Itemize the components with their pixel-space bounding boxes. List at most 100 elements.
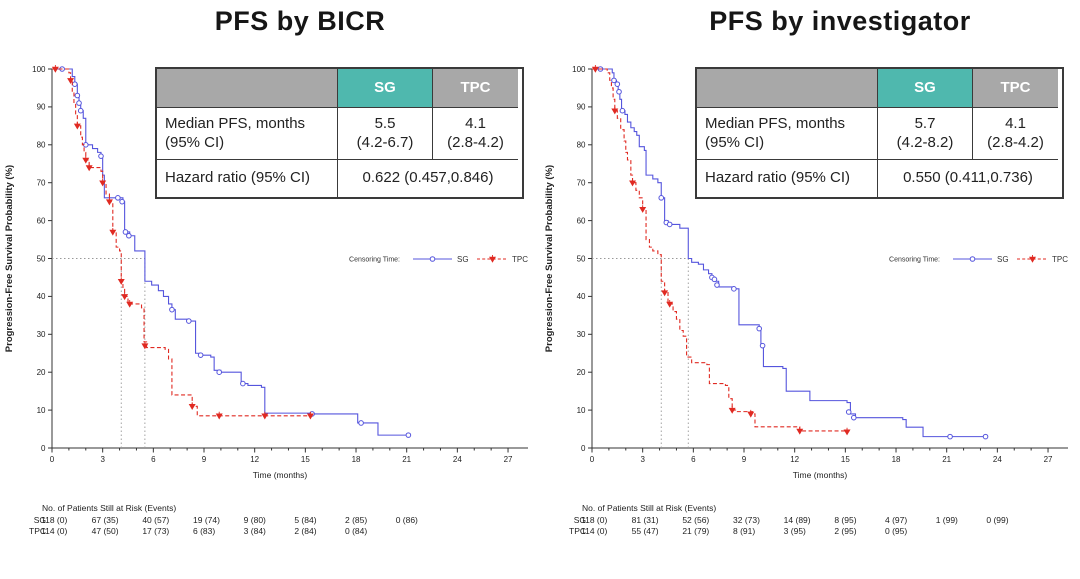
sg-censor-mark <box>74 92 81 99</box>
median-pfs-label: Median PFS, months (95% CI) <box>157 107 337 159</box>
at-risk-value: 0 (95) <box>885 526 908 536</box>
y-tick-label: 0 <box>581 444 586 453</box>
y-tick-label: 80 <box>577 141 586 150</box>
y-tick-label: 80 <box>37 141 46 150</box>
at-risk-row-label: SG <box>573 515 586 525</box>
at-risk-value: 14 (89) <box>783 515 811 525</box>
y-tick-label: 70 <box>37 179 46 188</box>
y-tick-label: 90 <box>577 103 586 112</box>
sg-censor-mark <box>714 282 720 288</box>
stats-table: SG TPC Median PFS, months (95% CI) 5.7 (… <box>695 67 1064 199</box>
x-tick-label: 18 <box>352 455 361 464</box>
at-risk-value: 2 (95) <box>834 526 857 536</box>
sg-censor-mark <box>616 88 622 95</box>
chart-title: PFS by investigator <box>709 6 971 36</box>
x-tick-label: 24 <box>993 455 1002 464</box>
x-tick-label: 21 <box>402 455 411 464</box>
at-risk-value: 8 (95) <box>834 515 857 525</box>
at-risk-value: 2 (84) <box>294 526 317 536</box>
x-tick-label: 21 <box>942 455 951 464</box>
tpc-censor-mark <box>796 426 804 435</box>
legend-sg-label: SG <box>457 255 469 264</box>
sg-censor-mark <box>666 221 673 228</box>
tpc-censor-mark <box>639 205 647 213</box>
at-risk-value: 1 (99) <box>935 515 958 525</box>
x-tick-label: 3 <box>100 455 105 464</box>
legend-title: Censoring Time: <box>889 257 940 264</box>
hazard-ratio-label: Hazard ratio (95% CI) <box>157 159 337 197</box>
median-reference-lines <box>52 258 146 448</box>
stats-header-tpc: TPC <box>432 69 518 107</box>
sg-censor-mark <box>845 409 852 415</box>
at-risk-value: 114 (0) <box>41 526 68 536</box>
y-tick-label: 100 <box>32 65 46 74</box>
stats-header-sg: SG <box>877 69 972 107</box>
y-tick-label: 100 <box>572 65 586 74</box>
x-axis-title: Time (months) <box>253 470 308 480</box>
sg-curve <box>52 68 409 436</box>
x-axis-title: Time (months) <box>793 470 848 480</box>
km-plot: 0 10 20 30 40 50 60 70 80 90 100 0 3 6 9 12 15 18 21 24 27 Ti… <box>4 65 528 480</box>
at-risk-value: 52 (56) <box>682 515 710 525</box>
sg-censor-mark <box>619 107 626 114</box>
sg-censor-mark <box>711 276 718 283</box>
sg-censor-mark <box>216 369 223 376</box>
tpc-censor-mark <box>117 277 125 285</box>
y-axis-title: Progression-Free Survival Probability (%… <box>544 165 555 352</box>
tpc-censor-mark <box>1029 255 1036 263</box>
stats-header-blank <box>157 69 337 107</box>
at-risk-value: 118 (0) <box>41 515 68 525</box>
at-risk-value: 40 (57) <box>142 515 170 525</box>
tpc-censor-mark <box>51 65 59 73</box>
y-tick-label: 40 <box>577 292 586 301</box>
tpc-censor-mark <box>82 155 90 164</box>
at-risk-title: No. of Patients Still at Risk (Events) <box>582 503 717 513</box>
x-tick-label: 9 <box>202 455 207 464</box>
y-tick-label: 20 <box>577 368 586 377</box>
y-tick-label: 60 <box>577 216 586 225</box>
median-pfs-tpc-value: 4.1 (2.8-4.2) <box>972 107 1058 159</box>
tpc-censor-mark <box>629 178 637 187</box>
x-tick-label: 0 <box>590 455 595 464</box>
x-tick-label: 6 <box>151 455 156 464</box>
chart-title: PFS by BICR <box>214 6 386 36</box>
at-risk-title: No. of Patients Still at Risk (Events) <box>42 503 177 513</box>
sg-censor-mark <box>72 81 78 87</box>
panel-pfs-bicr: PFS by BICR 0 10 20 30 40 50 60 70 80 90 100 0 3 6 9 12… <box>4 6 528 536</box>
at-risk-row-label: SG <box>33 515 46 525</box>
at-risk-value: 32 (73) <box>733 515 760 525</box>
at-risk-value: 118 (0) <box>581 515 608 525</box>
hazard-ratio-label: Hazard ratio (95% CI) <box>697 159 877 197</box>
legend-sg-marker <box>969 256 976 262</box>
median-pfs-sg-value: 5.7 (4.2-8.2) <box>877 107 972 159</box>
y-tick-label: 10 <box>37 406 46 415</box>
at-risk-value: 21 (79) <box>682 526 710 536</box>
at-risk-value: 19 (74) <box>193 515 220 525</box>
y-tick-label: 0 <box>41 444 46 453</box>
x-tick-label: 18 <box>892 455 901 464</box>
y-tick-label: 50 <box>577 254 586 263</box>
sg-censor-mark <box>76 100 82 106</box>
tpc-censor-mark <box>661 288 669 297</box>
median-reference-lines <box>592 258 689 448</box>
tpc-censor-mark <box>611 106 619 115</box>
legend-sg-label: SG <box>997 255 1009 264</box>
x-tick-label: 24 <box>453 455 462 464</box>
at-risk-value: 2 (85) <box>345 515 368 525</box>
at-risk-value: 114 (0) <box>581 526 608 536</box>
tpc-censor-mark <box>843 427 851 436</box>
panel-pfs-investigator: PFS by investigator 0 10 20 30 40 50 60 70 80 90 1… <box>540 0 1080 579</box>
sg-censor-mark <box>186 318 192 324</box>
sg-censor-mark <box>197 352 204 358</box>
hazard-ratio-value: 0.550 (0.411,0.736) <box>877 159 1058 197</box>
y-tick-label: 10 <box>577 406 586 415</box>
tpc-censor-mark <box>121 292 129 301</box>
sg-censor-mark <box>98 153 104 159</box>
y-tick-label: 20 <box>37 368 46 377</box>
x-tick-label: 0 <box>50 455 55 464</box>
y-tick-label: 40 <box>37 292 46 301</box>
at-risk-value: 81 (31) <box>631 515 659 525</box>
x-tick-label: 9 <box>742 455 747 464</box>
y-tick-label: 90 <box>37 103 46 112</box>
